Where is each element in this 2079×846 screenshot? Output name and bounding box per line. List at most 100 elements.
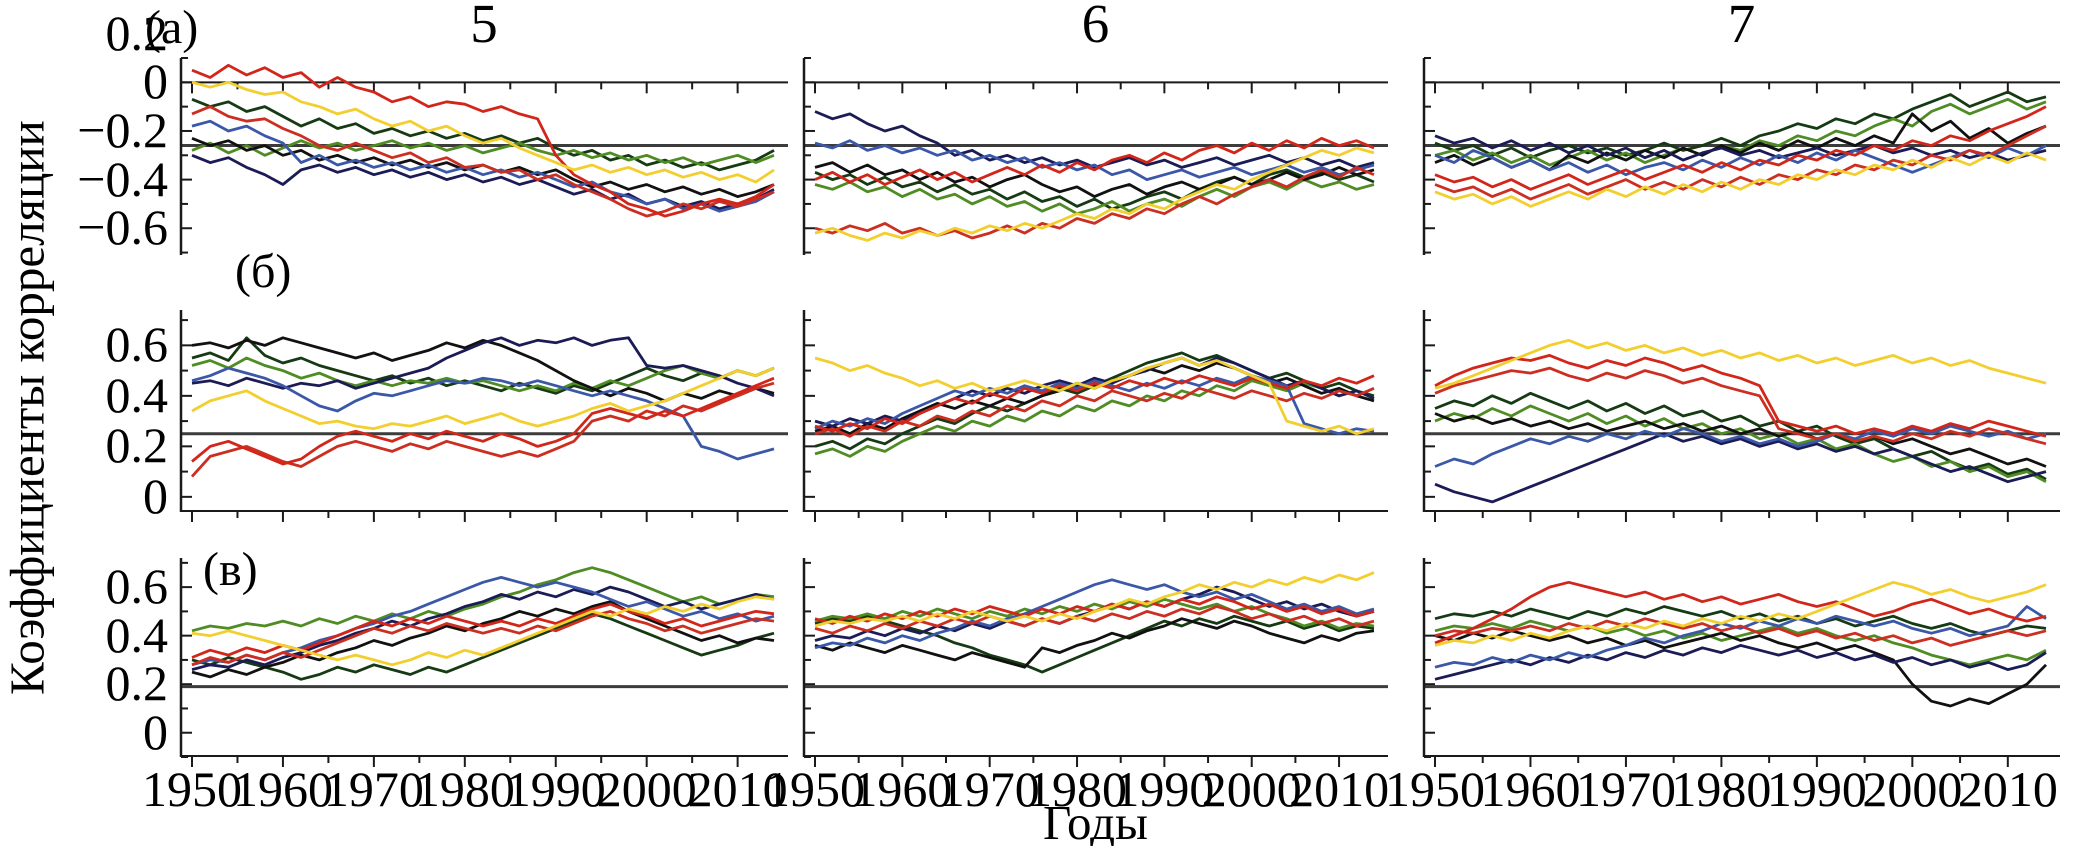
y-axis-title: Коэффициенты корреляции bbox=[0, 120, 55, 696]
x-tick-label: 1980 bbox=[1671, 761, 1772, 817]
x-tick-label: 1980 bbox=[1027, 761, 1128, 817]
series-dark-green bbox=[1434, 605, 2047, 638]
series-navy bbox=[1434, 644, 2047, 681]
panel-b-6 bbox=[802, 310, 1388, 522]
series-navy bbox=[191, 154, 775, 211]
x-tick-label: 1990 bbox=[1766, 761, 1867, 817]
x-tick-label: 1970 bbox=[323, 761, 424, 817]
panel-v-7 bbox=[1422, 558, 2060, 767]
series-green bbox=[814, 379, 1375, 458]
y-tick-label: 0.2 bbox=[105, 4, 169, 61]
x-tick-label: 1980 bbox=[414, 761, 515, 817]
series-red bbox=[1434, 105, 2047, 191]
series-red2 bbox=[814, 166, 1375, 240]
y-tick-label: 0.4 bbox=[105, 606, 169, 663]
column-header-6: 6 bbox=[1081, 0, 1110, 54]
y-tick-label: 0 bbox=[143, 53, 168, 110]
series-navy bbox=[1434, 432, 2047, 504]
series-dark-green bbox=[1434, 391, 2047, 481]
series-green bbox=[1434, 97, 2047, 167]
panel-v-5 bbox=[179, 558, 788, 767]
series-yellow bbox=[814, 146, 1375, 242]
series-red bbox=[814, 374, 1375, 433]
series-dark-green bbox=[191, 336, 775, 395]
series-dark-green bbox=[814, 614, 1375, 674]
panel-plot bbox=[1422, 310, 2060, 522]
series-red bbox=[191, 63, 775, 218]
y-tick-label: −0.6 bbox=[77, 199, 168, 256]
panel-b-7 bbox=[1422, 310, 2060, 522]
x-tick-label: 1990 bbox=[505, 761, 606, 817]
series-dark-green bbox=[191, 612, 775, 681]
series-green bbox=[191, 566, 775, 633]
series-blue bbox=[1434, 605, 2047, 669]
series-green bbox=[191, 139, 775, 167]
x-tick-label: 1960 bbox=[1480, 761, 1581, 817]
series-red2 bbox=[1434, 617, 2047, 647]
x-tick-labels-col-7: 1950 1960 1970 1980 1990 2000 2010 bbox=[1385, 760, 2060, 814]
x-tick-label: 2010 bbox=[1957, 761, 2058, 817]
series-blue bbox=[814, 374, 1375, 436]
series-yellow bbox=[191, 595, 775, 667]
series-green bbox=[814, 178, 1375, 216]
series-red bbox=[814, 136, 1375, 186]
x-tick-labels-col-6: 1950 1960 1970 1980 1990 2000 2010 bbox=[765, 760, 1389, 814]
series-red bbox=[1434, 354, 2047, 438]
series-green bbox=[814, 597, 1375, 630]
series-blue bbox=[191, 575, 775, 667]
series-red2 bbox=[1434, 124, 2047, 201]
series-yellow bbox=[814, 356, 1375, 436]
y-tick-label: 0.6 bbox=[105, 558, 169, 615]
column-header-5: 5 bbox=[470, 0, 498, 54]
panel-plot bbox=[179, 558, 788, 767]
panel-plot bbox=[179, 57, 788, 255]
x-tick-label: 1970 bbox=[1575, 761, 1676, 817]
panel-plot bbox=[1422, 558, 2060, 767]
series-black bbox=[191, 600, 775, 679]
row-label-v: (в) bbox=[203, 543, 258, 596]
y-tick-label: −0.2 bbox=[77, 101, 168, 158]
row-label-b: (б) bbox=[235, 245, 292, 298]
series-black bbox=[814, 161, 1375, 199]
series-blue bbox=[814, 578, 1375, 650]
panel-plot bbox=[802, 558, 1388, 767]
series-navy bbox=[191, 585, 775, 671]
series-black bbox=[1434, 629, 2047, 708]
panel-a-6 bbox=[802, 57, 1388, 255]
series-red bbox=[1434, 580, 2047, 645]
x-tick-label: 1960 bbox=[852, 761, 953, 817]
series-dark-green bbox=[1434, 90, 2047, 160]
panel-plot bbox=[1422, 57, 2060, 255]
series-red2 bbox=[191, 610, 775, 667]
series-yellow bbox=[191, 80, 775, 184]
y-tick-label: 0.2 bbox=[105, 417, 169, 474]
series-blue bbox=[1434, 424, 2047, 468]
series-dark-green bbox=[814, 168, 1375, 211]
x-tick-labels-col-5: 1950 1960 1970 1980 1990 2000 2010 bbox=[142, 760, 788, 814]
series-dark-green bbox=[814, 351, 1375, 451]
series-red bbox=[191, 376, 775, 466]
row-label-a: (а) bbox=[145, 1, 199, 54]
series-yellow bbox=[814, 571, 1375, 628]
series-green bbox=[1434, 404, 2047, 483]
y-tick-labels-row-a: 0.2 0 −0.2 −0.4 −0.6 bbox=[77, 8, 172, 255]
panel-plot bbox=[179, 310, 788, 522]
x-axis-title: Годы bbox=[1043, 795, 1148, 846]
x-tick-label: 2010 bbox=[687, 761, 788, 817]
series-black bbox=[814, 617, 1375, 669]
y-tick-label: 0 bbox=[143, 703, 168, 760]
series-yellow bbox=[191, 366, 775, 431]
x-tick-label: 2000 bbox=[1862, 761, 1963, 817]
x-tick-label: 1950 bbox=[1385, 761, 1485, 817]
series-red2 bbox=[191, 105, 775, 218]
series-navy bbox=[814, 110, 1375, 169]
x-tick-label: 2000 bbox=[1201, 761, 1302, 817]
x-tick-label: 1990 bbox=[1114, 761, 1215, 817]
y-tick-label: 0 bbox=[143, 467, 168, 524]
series-yellow bbox=[1434, 580, 2047, 647]
series-navy bbox=[1434, 134, 2047, 162]
series-black bbox=[1434, 412, 2047, 468]
series-red2 bbox=[814, 605, 1375, 635]
column-header-7: 7 bbox=[1727, 0, 1756, 54]
